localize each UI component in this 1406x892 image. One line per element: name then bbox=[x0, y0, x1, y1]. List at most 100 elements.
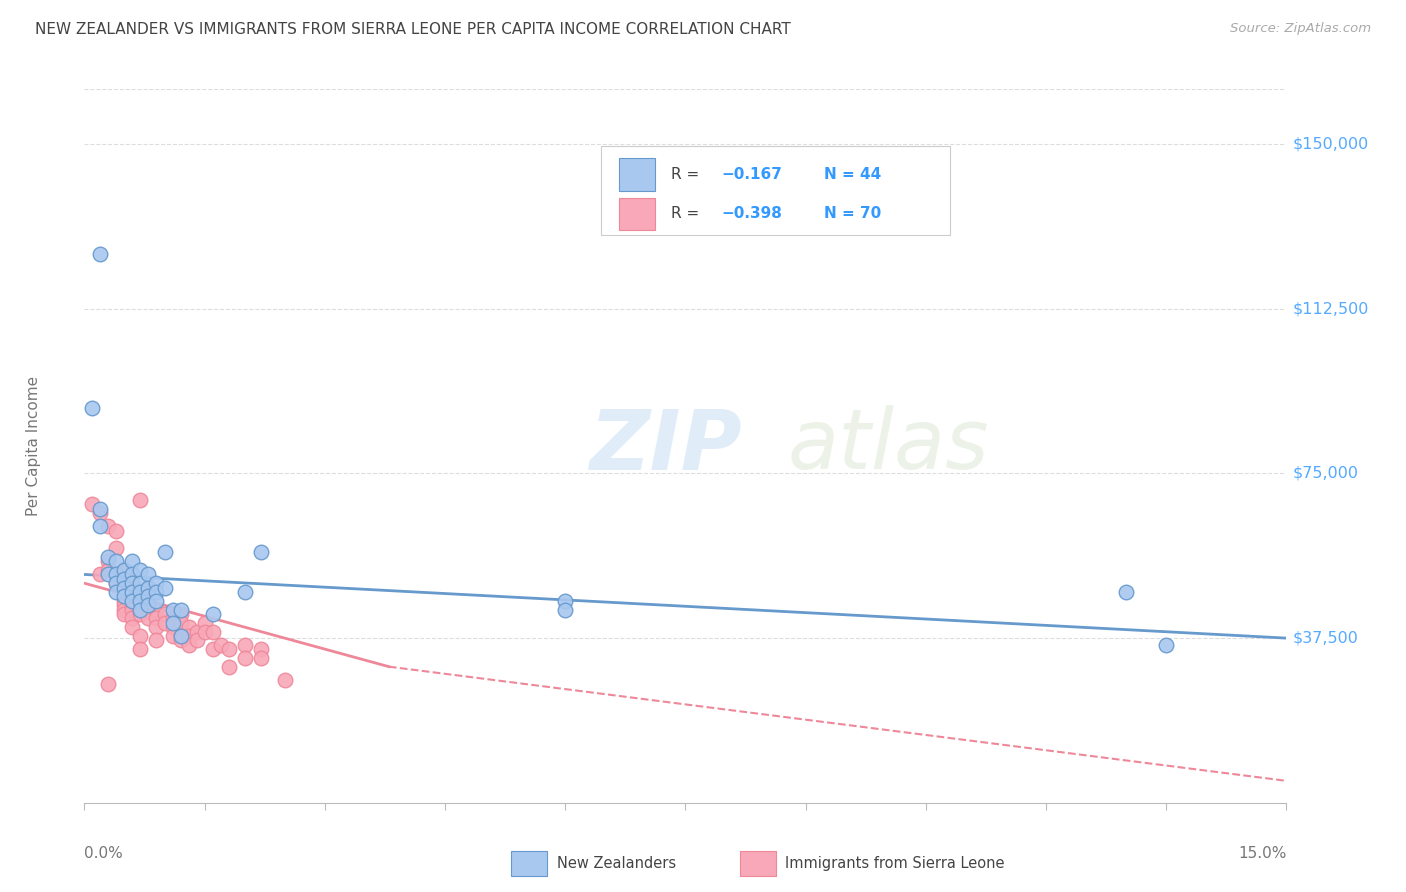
Point bbox=[209, 638, 232, 652]
Text: New Zealanders: New Zealanders bbox=[557, 856, 676, 871]
Point bbox=[114, 576, 135, 591]
Point bbox=[129, 563, 152, 577]
Point bbox=[218, 659, 240, 673]
Point bbox=[153, 581, 176, 595]
Point bbox=[121, 576, 143, 591]
Point bbox=[121, 590, 143, 604]
Point bbox=[129, 629, 152, 643]
Point bbox=[1115, 585, 1137, 599]
FancyBboxPatch shape bbox=[602, 146, 950, 235]
Point bbox=[105, 585, 128, 599]
Point bbox=[153, 615, 176, 630]
Point bbox=[114, 602, 135, 616]
Point bbox=[97, 554, 120, 568]
Point bbox=[89, 506, 111, 520]
Text: N = 44: N = 44 bbox=[824, 167, 882, 182]
Point bbox=[1156, 638, 1178, 652]
Point bbox=[169, 615, 191, 630]
Point bbox=[138, 602, 160, 616]
Point bbox=[169, 633, 191, 648]
Text: Source: ZipAtlas.com: Source: ZipAtlas.com bbox=[1230, 22, 1371, 36]
Text: NEW ZEALANDER VS IMMIGRANTS FROM SIERRA LEONE PER CAPITA INCOME CORRELATION CHAR: NEW ZEALANDER VS IMMIGRANTS FROM SIERRA … bbox=[35, 22, 792, 37]
Point bbox=[233, 651, 256, 665]
Point bbox=[105, 576, 128, 591]
Text: atlas: atlas bbox=[787, 406, 990, 486]
Point bbox=[145, 576, 167, 591]
Text: R =: R = bbox=[671, 167, 699, 182]
Point bbox=[169, 602, 191, 616]
Point bbox=[82, 401, 104, 415]
Point bbox=[162, 629, 184, 643]
Point bbox=[105, 567, 128, 582]
Point bbox=[129, 585, 152, 599]
Point bbox=[138, 598, 160, 612]
Point bbox=[554, 594, 576, 608]
Point bbox=[218, 642, 240, 657]
Point bbox=[129, 642, 152, 657]
Point bbox=[97, 567, 120, 582]
Point bbox=[129, 602, 152, 616]
Point bbox=[121, 585, 143, 599]
Point bbox=[145, 594, 167, 608]
Point bbox=[138, 598, 160, 612]
Point bbox=[129, 594, 152, 608]
Point bbox=[121, 620, 143, 634]
Point bbox=[162, 615, 184, 630]
Point bbox=[129, 576, 152, 591]
Point bbox=[97, 563, 120, 577]
Point bbox=[121, 576, 143, 591]
Point bbox=[177, 638, 200, 652]
Point bbox=[162, 611, 184, 625]
Point bbox=[89, 247, 111, 261]
Point bbox=[121, 594, 143, 608]
Point bbox=[194, 615, 217, 630]
Point bbox=[145, 620, 167, 634]
Text: Immigrants from Sierra Leone: Immigrants from Sierra Leone bbox=[785, 856, 1005, 871]
Point bbox=[169, 607, 191, 621]
Text: $37,500: $37,500 bbox=[1292, 631, 1358, 646]
Point bbox=[121, 598, 143, 612]
Text: $150,000: $150,000 bbox=[1292, 136, 1369, 152]
Point bbox=[114, 563, 135, 577]
Point bbox=[121, 594, 143, 608]
Text: Per Capita Income: Per Capita Income bbox=[27, 376, 41, 516]
Point bbox=[114, 563, 135, 577]
Point bbox=[129, 598, 152, 612]
Point bbox=[249, 651, 271, 665]
Point bbox=[105, 554, 128, 568]
Point bbox=[186, 633, 208, 648]
Point bbox=[114, 585, 135, 599]
Point bbox=[554, 602, 576, 616]
Point bbox=[105, 524, 128, 538]
Text: $75,000: $75,000 bbox=[1292, 466, 1358, 481]
Point bbox=[105, 576, 128, 591]
Point bbox=[114, 590, 135, 604]
Point bbox=[274, 673, 297, 687]
Point bbox=[169, 629, 191, 643]
Point bbox=[138, 590, 160, 604]
Point bbox=[249, 642, 271, 657]
Point bbox=[145, 585, 167, 599]
Point bbox=[138, 581, 160, 595]
Point bbox=[194, 624, 217, 639]
Point bbox=[129, 594, 152, 608]
Text: ZIP: ZIP bbox=[589, 406, 742, 486]
Point bbox=[162, 602, 184, 616]
Point bbox=[233, 638, 256, 652]
Point bbox=[114, 572, 135, 586]
Text: $112,500: $112,500 bbox=[1292, 301, 1369, 317]
Point bbox=[153, 607, 176, 621]
Point bbox=[177, 629, 200, 643]
Point bbox=[114, 607, 135, 621]
Point bbox=[145, 602, 167, 616]
Text: −0.167: −0.167 bbox=[721, 167, 782, 182]
Point bbox=[138, 567, 160, 582]
Point bbox=[121, 585, 143, 599]
Point bbox=[169, 629, 191, 643]
Point bbox=[121, 611, 143, 625]
Point bbox=[97, 519, 120, 533]
Point bbox=[121, 602, 143, 616]
Point bbox=[114, 594, 135, 608]
Point bbox=[201, 607, 224, 621]
Point bbox=[121, 567, 143, 582]
